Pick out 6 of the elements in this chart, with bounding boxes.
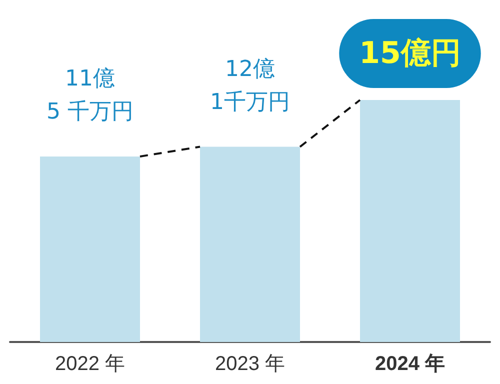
- data-label: 11億 5 千万円: [46, 66, 134, 124]
- x-tick-label: 2022 年: [54, 353, 126, 375]
- data-label: 12億 1千万円: [210, 56, 290, 115]
- data-label: 15億円: [359, 36, 461, 71]
- x-tick-label: 2023 年: [214, 353, 286, 375]
- x-tick-label: 2024 年: [374, 353, 446, 375]
